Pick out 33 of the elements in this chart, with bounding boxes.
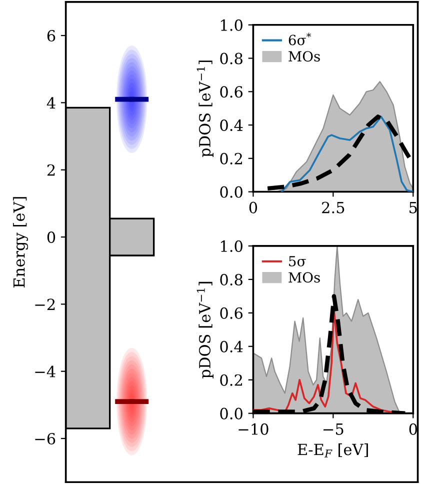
y-tick-label: 1.0: [221, 240, 242, 252]
y-tick-label: 2: [47, 164, 55, 176]
y-tick-label: 0.6: [220, 307, 243, 319]
y-tick-label: 6: [47, 30, 56, 42]
y-axis-title: Energy [eV]: [13, 197, 28, 288]
x-tick-label: −10: [238, 423, 268, 435]
x-tick-label: 5: [410, 202, 417, 214]
y-tick-label: −6: [35, 432, 56, 445]
y-tick-label: 0.4: [220, 119, 243, 132]
y-tick-label: 0.2: [220, 152, 242, 164]
x-tick-label: 0: [409, 423, 417, 435]
y-tick-label: 0.8: [220, 52, 242, 64]
y-tick-label: 0.4: [220, 340, 243, 352]
x-tick-label: 0: [249, 202, 258, 214]
x-tick-label: −5: [324, 424, 344, 435]
y-tick-label: 0.0: [220, 408, 242, 420]
y-tick-label: 0: [47, 231, 56, 244]
y-tick-label: 4: [46, 97, 56, 108]
y-tick-label: 0.2: [220, 374, 242, 386]
y-tick-label: 0.0: [220, 186, 242, 198]
y-tick-label: 1.0: [221, 19, 242, 31]
y-tick-label: 0.6: [220, 86, 243, 98]
x-axis-title: E-E$_{F}$ [eV]: [298, 443, 368, 458]
y-tick-label: 0.8: [220, 274, 242, 286]
legend-label: MOs: [288, 51, 320, 62]
y-axis-title: pDOS [eV$^{−1}$]: [196, 282, 214, 378]
x-tick-label: 2.5: [322, 202, 344, 214]
y-axis-title: pDOS [eV$^{−1}$]: [196, 60, 214, 158]
legend-label: 6σ$^{*}$: [288, 32, 312, 46]
y-tick-label: −2: [35, 298, 55, 310]
legend-label: MOs: [288, 272, 320, 283]
y-tick-label: −4: [35, 366, 56, 378]
legend-label: 5σ: [289, 256, 306, 266]
